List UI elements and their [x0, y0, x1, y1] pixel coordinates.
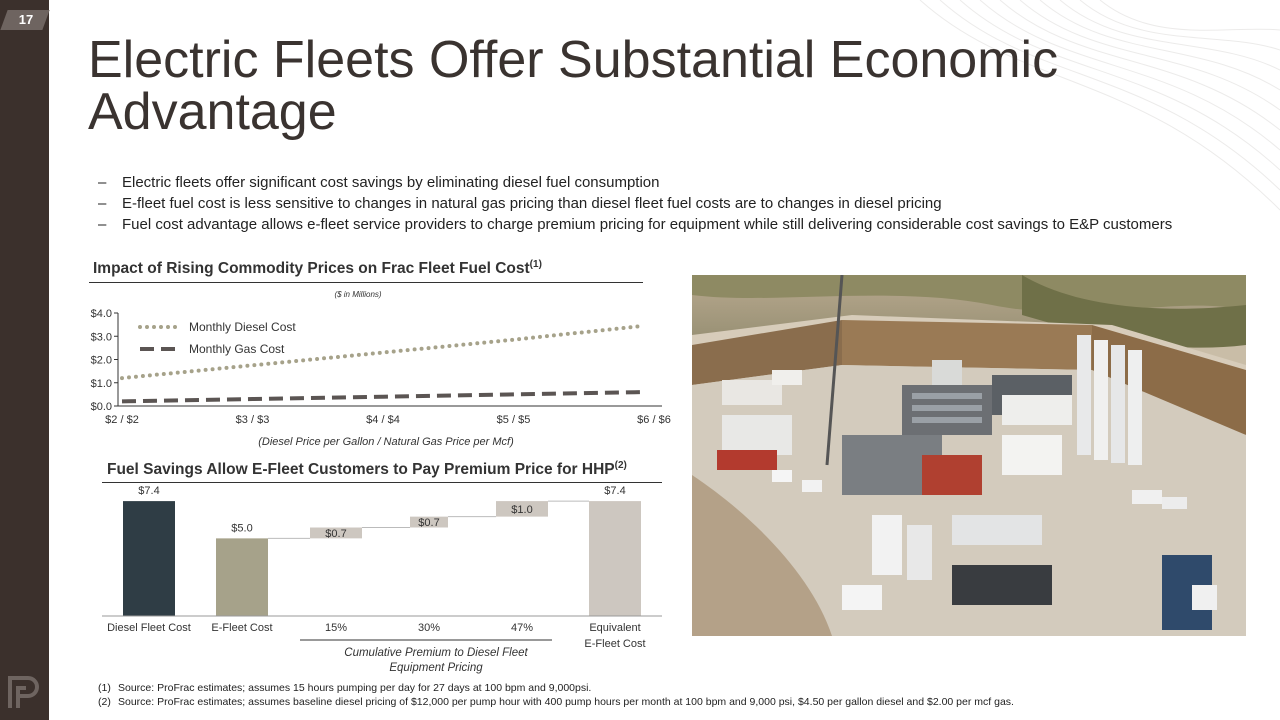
x-tick-label: $5 / $5	[497, 414, 531, 426]
y-tick-label: $3.0	[91, 331, 112, 343]
x-tick-label: $3 / $3	[236, 414, 270, 426]
page-number: 17	[18, 12, 34, 27]
y-tick-label: $0.0	[91, 401, 112, 413]
x-tick-label: $4 / $4	[366, 414, 400, 426]
data-label: $1.0	[511, 504, 532, 516]
series-line-gas	[121, 390, 645, 404]
sidebar	[0, 0, 49, 720]
group-label: Equipment Pricing	[389, 662, 483, 674]
x-tick-label: 30%	[418, 622, 440, 634]
data-label: $0.7	[418, 517, 439, 529]
group-label: Cumulative Premium to Diesel Fleet	[344, 647, 528, 659]
company-logo-icon	[8, 676, 39, 708]
footnote-item: (2) Source: ProFrac estimates; assumes ba…	[98, 696, 1014, 708]
bullet-list: – Electric fleets offer significant cost …	[98, 172, 1248, 235]
bar	[216, 538, 268, 616]
bar	[496, 501, 548, 517]
bullet-marker: –	[98, 216, 107, 233]
bar	[310, 527, 362, 539]
x-tick-label: E-Fleet Cost	[211, 622, 272, 634]
legend-label: Monthly Diesel Cost	[189, 320, 296, 334]
bar	[589, 501, 641, 616]
bullet-item: – E-fleet fuel cost is less sensitive to …	[98, 193, 1248, 214]
data-label: $0.7	[325, 528, 346, 540]
bar-chart-title-rule	[102, 482, 662, 483]
bullet-text: E-fleet fuel cost is less sensitive to c…	[122, 195, 942, 212]
x-tick-label: Equivalent	[589, 622, 640, 634]
y-tick-label: $2.0	[91, 355, 112, 367]
footnote-item: (1) Source: ProFrac estimates; assumes 15…	[98, 682, 592, 694]
line-chart-title-rule	[89, 282, 643, 283]
line-chart: ($ in Millions) $0.0 $1.0 $2.0 $3.0 $4.0 $2 / …	[91, 290, 671, 448]
bar	[410, 516, 448, 528]
legend-label: Monthly Gas Cost	[189, 342, 285, 356]
y-tick-label: $4.0	[91, 308, 112, 320]
bullet-item: – Electric fleets offer significant cost …	[98, 172, 1248, 193]
x-tick-label: 47%	[511, 622, 533, 634]
footnotes: (1) Source: ProFrac estimates; assumes 15…	[98, 681, 1014, 709]
data-label: $5.0	[231, 522, 252, 534]
x-axis-label: (Diesel Price per Gallon / Natural Gas P…	[258, 436, 514, 448]
bullet-text: Electric fleets offer significant cost s…	[122, 174, 660, 191]
x-tick-label: Diesel Fleet Cost	[107, 622, 191, 634]
bullet-text: Fuel cost advantage allows e-fleet servi…	[122, 216, 1173, 233]
decorative-wave-lines	[919, 0, 1280, 211]
y-tick-label: $1.0	[91, 378, 112, 390]
line-chart-title: Impact of Rising Commodity Prices on Fra…	[93, 259, 542, 278]
bullet-marker: –	[98, 195, 107, 212]
slide-title: Electric Fleets Offer Substantial Econom…	[88, 31, 1059, 141]
bullet-marker: –	[98, 174, 107, 191]
bar	[123, 501, 175, 616]
bullet-item: – Fuel cost advantage allows e-fleet serv…	[98, 214, 1248, 235]
x-tick-label: E-Fleet Cost	[584, 638, 645, 650]
data-label: $7.4	[138, 485, 159, 497]
bar-chart-title: Fuel Savings Allow E-Fleet Customers to …	[107, 460, 627, 479]
line-chart-subtitle: ($ in Millions)	[334, 290, 381, 299]
x-tick-label: $2 / $2	[105, 414, 139, 426]
data-label: $7.4	[604, 485, 625, 497]
bar-chart: $7.4 $5.0 $0.7 $0.7 $1.0 $7.4 Diesel Fleet Cos…	[102, 485, 662, 674]
frac-site-aerial-photo	[692, 275, 1246, 636]
x-tick-label: 15%	[325, 622, 347, 634]
x-tick-label: $6 / $6	[637, 414, 671, 426]
